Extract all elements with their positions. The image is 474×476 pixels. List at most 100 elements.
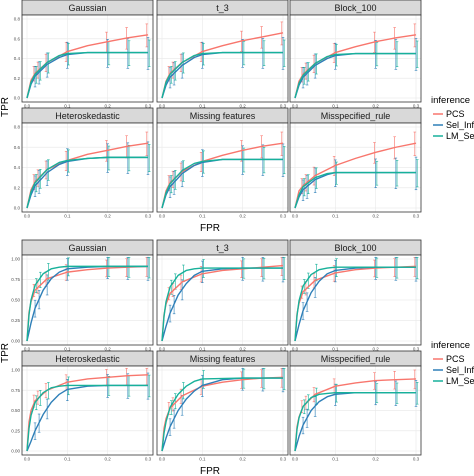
x-tick-label: 0.3 (413, 104, 420, 109)
series-line-lm-sel (294, 391, 416, 452)
y-tick-label: 0.25 (11, 318, 20, 323)
legend-label-sel-inf: Sel_Inf (446, 365, 474, 375)
x-tick-label: 0.3 (145, 457, 152, 462)
panel-border (289, 122, 422, 213)
y-tick-label: 0.00 (11, 339, 20, 344)
panel-border (156, 122, 289, 213)
panel-border (289, 365, 422, 456)
legend-label-pcs: PCS (446, 109, 465, 119)
x-tick-label: 0.3 (413, 457, 420, 462)
x-tick-label: 0.0 (292, 347, 299, 352)
series-line-lm-sel (26, 384, 148, 452)
x-tick-label: 0.0 (24, 457, 31, 462)
x-tick-label: 0.1 (64, 347, 71, 352)
x-tick-label: 0.3 (280, 347, 287, 352)
legend-label-lm-sel: LM_Se (446, 376, 474, 386)
y-tick-label: 1.00 (11, 368, 20, 373)
facet-strip-label: Misspecified_rule (321, 354, 391, 364)
x-tick-label: 0.0 (24, 104, 31, 109)
x-tick-label: 0.0 (159, 347, 166, 352)
figure-top: Gaussian 0.0 0.2 0.4 0.6 0.8 0.0 0.1 0.2 0.3 t_3 0.… (14, 0, 422, 219)
facet-strip-label: Heteroskedastic (55, 354, 120, 364)
x-tick-label: 0.1 (332, 104, 339, 109)
x-tick-label: 0.3 (145, 104, 152, 109)
y-tick-label: 0.75 (11, 277, 20, 282)
y-tick-label: 0.6 (14, 36, 21, 41)
y-tick-label: 0.50 (11, 298, 20, 303)
series-line-lm-sel (161, 377, 283, 452)
x-tick-label: 0.3 (413, 214, 420, 219)
x-tick-label: 0.1 (332, 347, 339, 352)
x-tick-label: 0.2 (240, 214, 247, 219)
x-tick-label: 0.3 (145, 347, 152, 352)
legend-label-pcs: PCS (446, 354, 465, 364)
x-tick-label: 0.0 (292, 457, 299, 462)
facet-gaussian: Gaussian 0.00 0.25 0.50 0.75 1.00 0.0 0.1 0.2 0.3 (11, 239, 154, 352)
y-tick-label: 0.4 (14, 56, 21, 61)
facet-strip-label: t_3 (216, 3, 229, 13)
y-tick-label: 0.0 (14, 96, 21, 101)
x-tick-label: 0.2 (105, 214, 112, 219)
y-tick-label: 0.4 (14, 165, 21, 170)
x-tick-label: 0.0 (24, 214, 31, 219)
x-tick-label: 0.1 (64, 214, 71, 219)
y-tick-label: 0.0 (14, 206, 21, 211)
facet-strip-label: Block_100 (334, 243, 376, 253)
x-tick-label: 0.1 (199, 347, 206, 352)
y-tick-label: 0.75 (11, 388, 20, 393)
facet-strip-label: Missing features (190, 111, 256, 121)
series-line-lm-sel (26, 51, 148, 99)
y-tick-label: 0.8 (14, 125, 21, 130)
facet-strip-label: Gaussian (68, 3, 106, 13)
y-tick-label: 0.25 (11, 428, 20, 433)
facet-strip-label: t_3 (216, 243, 229, 253)
panel-border (21, 122, 154, 213)
facet-strip-label: Missing features (190, 354, 256, 364)
x-tick-label: 0.2 (240, 457, 247, 462)
panel-border (156, 365, 289, 456)
x-tick-label: 0.3 (145, 214, 152, 219)
series-line-lm-sel (26, 265, 148, 342)
series-line-pcs (294, 142, 417, 209)
facet-strip-label: Gaussian (68, 243, 106, 253)
x-tick-label: 0.0 (159, 457, 166, 462)
x-axis-title-bottom: FPR (200, 466, 220, 476)
facet-block-100: Block_100 0.0 0.1 0.2 0.3 (289, 239, 422, 352)
facet-strip-label: Heteroskedastic (55, 111, 120, 121)
x-tick-label: 0.1 (64, 457, 71, 462)
x-tick-label: 0.1 (199, 214, 206, 219)
x-tick-label: 0.1 (199, 457, 206, 462)
x-tick-label: 0.2 (105, 457, 112, 462)
facet-t-3: t_3 0.0 0.1 0.2 0.3 (156, 0, 289, 109)
x-axis-title-top: FPR (200, 223, 220, 234)
figure-bottom: Gaussian 0.00 0.25 0.50 0.75 1.00 0.0 0.1 0.2 0.3… (11, 239, 422, 462)
legend-label-sel-inf: Sel_Inf (446, 120, 474, 130)
facet-strip-label: Block_100 (334, 3, 376, 13)
x-tick-label: 0.3 (280, 214, 287, 219)
y-axis-title-top: TPR (0, 97, 11, 117)
x-tick-label: 0.1 (332, 214, 339, 219)
series-line-pcs (161, 376, 284, 452)
x-tick-label: 0.0 (292, 104, 299, 109)
series-line-lm-sel (26, 156, 148, 209)
panel-border (21, 14, 154, 103)
y-tick-label: 0.00 (11, 449, 20, 454)
x-tick-label: 0.3 (280, 457, 287, 462)
x-tick-label: 0.2 (240, 104, 247, 109)
facet-misspecified-rule: Misspecified_rule 0.0 0.1 0.2 0.3 (289, 107, 422, 219)
panel-border (289, 14, 422, 103)
y-tick-label: 1.00 (11, 257, 20, 262)
series-line-lm-sel (161, 267, 283, 342)
series-line-lm-sel (161, 51, 283, 99)
legend-label-lm-sel: LM_Se (446, 131, 474, 141)
x-tick-label: 0.1 (332, 457, 339, 462)
facet-missing-features: Missing features 0.0 0.1 0.2 0.3 (156, 350, 289, 462)
facet-missing-features: Missing features 0.0 0.1 0.2 0.3 (156, 107, 289, 219)
x-tick-label: 0.2 (373, 457, 380, 462)
x-tick-label: 0.1 (64, 104, 71, 109)
facet-gaussian: Gaussian 0.0 0.2 0.4 0.6 0.8 0.0 0.1 0.2 0.3 (14, 0, 154, 109)
x-tick-label: 0.0 (159, 214, 166, 219)
legend-bottom: inference PCS Sel_Inf LM_Se (431, 340, 474, 386)
facet-block-100: Block_100 0.0 0.1 0.2 0.3 (289, 0, 422, 109)
